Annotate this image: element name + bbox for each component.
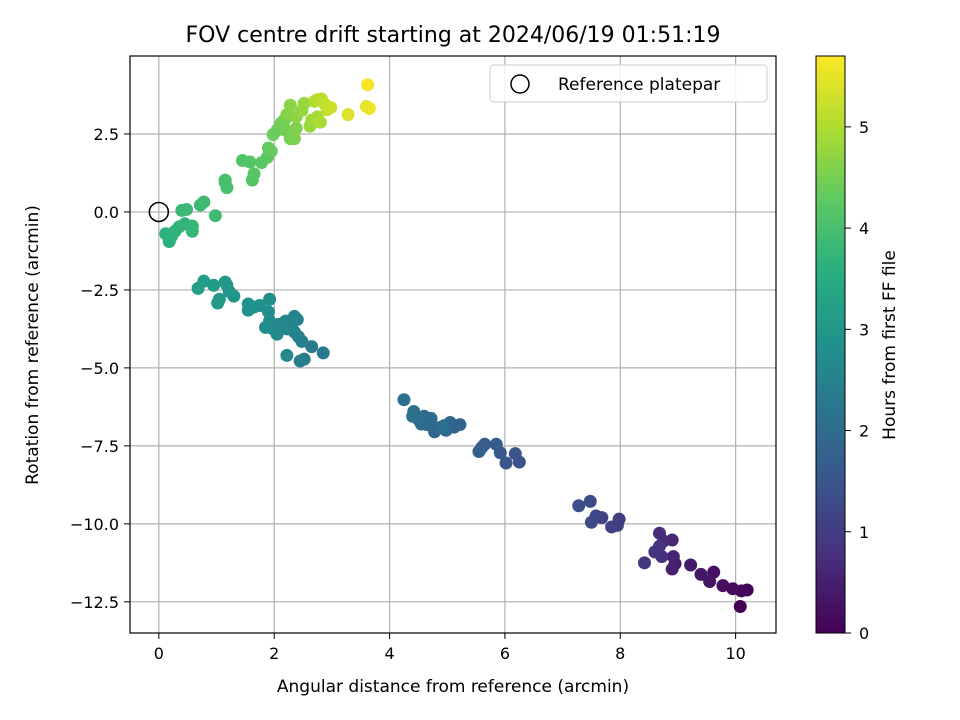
data-point [324,100,338,114]
x-tick-label: 4 [384,644,394,663]
y-ticks: 2.5 0.0 −2.5 −5.0 −7.5 −10.0 −12.5 [70,125,130,612]
colorbar: 0 1 2 3 4 5 Hours from first FF file [815,55,900,643]
colorbar-tick-label: 1 [859,523,869,542]
data-point [259,320,273,334]
legend-reference-marker-icon [510,74,530,94]
data-point [726,582,740,596]
colorbar-label: Hours from first FF file [880,250,900,440]
data-point [584,515,598,529]
reference-marker-group [148,201,170,223]
data-point [666,550,680,564]
data-point [436,420,450,434]
data-point [361,78,375,92]
colorbar-tick-label: 5 [859,118,869,137]
data-point [297,96,311,110]
colorbar-tick-label: 3 [859,320,869,339]
y-tick-label: −10.0 [70,515,119,534]
data-point [283,98,297,112]
legend-entry-reference-platepar: Reference platepar [558,75,720,95]
data-point [211,296,225,310]
colorbar-tick-label: 2 [859,422,869,441]
data-point [197,195,211,209]
data-point [508,447,522,461]
data-point [733,599,747,613]
data-point [287,132,301,146]
data-point [362,101,376,115]
data-point [716,579,730,593]
y-tick-label: −7.5 [80,437,119,456]
data-point [316,346,330,360]
y-tick-label: 0.0 [94,203,119,222]
grid [130,56,776,633]
data-point [280,348,294,362]
data-point [218,173,232,187]
y-tick-label: −2.5 [80,281,119,300]
data-point [341,108,355,122]
data-point [247,167,261,181]
data-point [185,224,199,238]
y-tick-label: −12.5 [70,593,119,612]
data-point [313,115,327,129]
x-ticks: 0 2 4 6 8 10 [154,633,746,663]
data-point [263,292,277,306]
y-tick-label: 2.5 [94,125,119,144]
data-point [218,275,232,289]
data-point [293,354,307,368]
x-tick-label: 2 [269,644,279,663]
data-point [397,393,411,407]
data-point [472,444,486,458]
data-point [180,202,194,216]
colorbar-tick-label: 4 [859,219,869,238]
x-tick-label: 6 [500,644,510,663]
data-point [207,278,221,292]
data-point [684,558,698,572]
colorbar-tick-label: 0 [859,624,869,643]
data-point [703,575,717,589]
data-point [191,281,205,295]
x-tick-label: 10 [725,644,745,663]
data-point [264,144,278,158]
data-point [499,456,513,470]
data-points [159,78,754,613]
data-point [605,520,619,534]
data-point [665,562,679,576]
plot-frame [129,55,777,634]
chart-title: FOV centre drift starting at 2024/06/19 … [186,23,721,48]
data-point [652,539,666,553]
data-point [243,155,257,169]
x-tick-label: 0 [154,644,164,663]
colorbar-gradient [815,55,846,634]
data-point [406,409,420,423]
legend: Reference platepar [489,64,768,103]
data-point [583,494,597,508]
data-point [694,567,708,581]
data-point [241,297,255,311]
x-axis-label: Angular distance from reference (arcmin) [277,677,629,697]
data-point [305,340,319,354]
data-point [637,556,651,570]
x-tick-label: 8 [615,644,625,663]
colorbar-ticks: 0 1 2 3 4 5 [845,118,869,643]
data-point [489,437,503,451]
reference-platepar-marker [148,201,170,223]
data-point [208,209,222,223]
y-axis-label: Rotation from reference (arcmin) [23,205,43,485]
data-point [572,499,586,513]
data-point [289,121,303,135]
legend-box [489,64,768,103]
y-tick-label: −5.0 [80,359,119,378]
data-point [652,526,666,540]
